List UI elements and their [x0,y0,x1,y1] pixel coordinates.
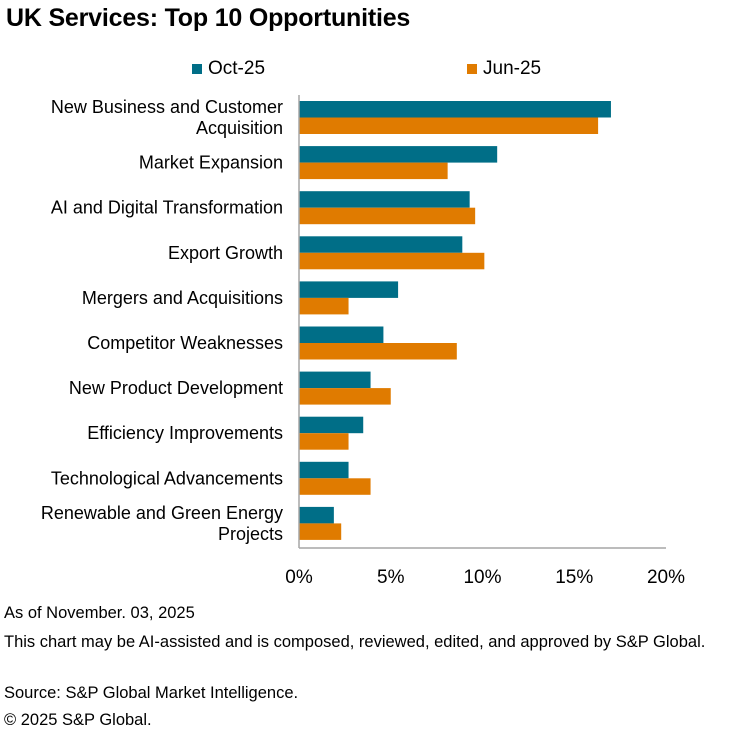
category-label-line: New Business and Customer [51,97,283,117]
legend-item-jun-25: Jun-25 [467,58,541,80]
x-tick-label-0: 0% [285,567,313,588]
bar-chart: New Business and Customer Acquisition Mark… [41,95,685,588]
bar-oct-25-7 [299,371,371,389]
category-label-4: Export Growth [168,243,283,263]
category-label-line: Efficiency Improvements [87,423,283,443]
category-label-8: Efficiency Improvements [87,423,283,443]
category-label-1: New Business and Customer Acquisition [51,97,283,138]
category-label-line: New Product Development [69,378,283,398]
category-label-2: Market Expansion [139,153,283,173]
chart-title: UK Services: Top 10 Opportunities [6,4,411,32]
category-label-line: Acquisition [196,118,283,138]
bar-oct-25-9 [299,461,349,479]
category-label-5: Mergers and Acquisitions [82,288,283,308]
bar-jun-25-4 [299,252,485,270]
x-tick-label-20: 20% [647,567,685,588]
bar-jun-25-3 [299,207,476,225]
bar-jun-25-9 [299,478,371,495]
bar-jun-25-1 [299,117,599,134]
bar-jun-25-5 [299,297,349,315]
bar-oct-25-10 [299,506,334,524]
category-label-9: Technological Advancements [51,468,283,488]
bar-oct-25-4 [299,236,463,253]
x-tick-label-10: 10% [463,567,501,588]
legend-label-oct-25: Oct-25 [208,58,266,79]
x-tick-label-15: 15% [555,567,593,588]
bar-jun-25-2 [299,162,448,180]
bar-oct-25-5 [299,281,399,298]
bar-oct-25-2 [299,146,498,163]
x-tick-label-5: 5% [377,567,405,588]
category-label-line: AI and Digital Transformation [51,198,283,218]
category-label-line: Export Growth [168,243,283,263]
bar-oct-25-3 [299,191,470,208]
legend: Oct-25 Jun-25 [0,58,733,82]
category-label-line: Market Expansion [139,153,283,173]
bar-oct-25-1 [299,101,611,118]
bar-oct-25-6 [299,326,384,343]
bar-jun-25-7 [299,388,391,405]
category-label-line: Technological Advancements [51,468,283,488]
footer-copyright: © 2025 S&P Global. [4,711,152,729]
footer-source: Source: S&P Global Market Intelligence. [4,684,299,702]
legend-item-oct-25: Oct-25 [192,58,265,80]
category-label-6: Competitor Weaknesses [87,333,283,353]
category-label-line: Competitor Weaknesses [87,333,283,353]
category-label-7: New Product Development [69,378,283,398]
category-label-line: Projects [218,524,283,544]
bar-jun-25-10 [299,523,342,540]
footer-disclaimer: This chart may be AI-assisted and is com… [4,633,706,651]
legend-swatch-oct-25 [192,64,202,74]
category-label-line: Renewable and Green Energy [41,503,283,523]
footer-as-of: As of November. 03, 2025 [4,604,195,622]
bar-oct-25-8 [299,416,364,434]
legend-label-jun-25: Jun-25 [483,58,542,79]
bar-jun-25-6 [299,343,457,360]
category-label-line: Mergers and Acquisitions [82,288,283,308]
bar-jun-25-8 [299,433,349,450]
legend-swatch-jun-25 [467,64,477,74]
category-label-10: Renewable and Green Energy Projects [41,503,283,544]
category-label-3: AI and Digital Transformation [51,198,283,218]
